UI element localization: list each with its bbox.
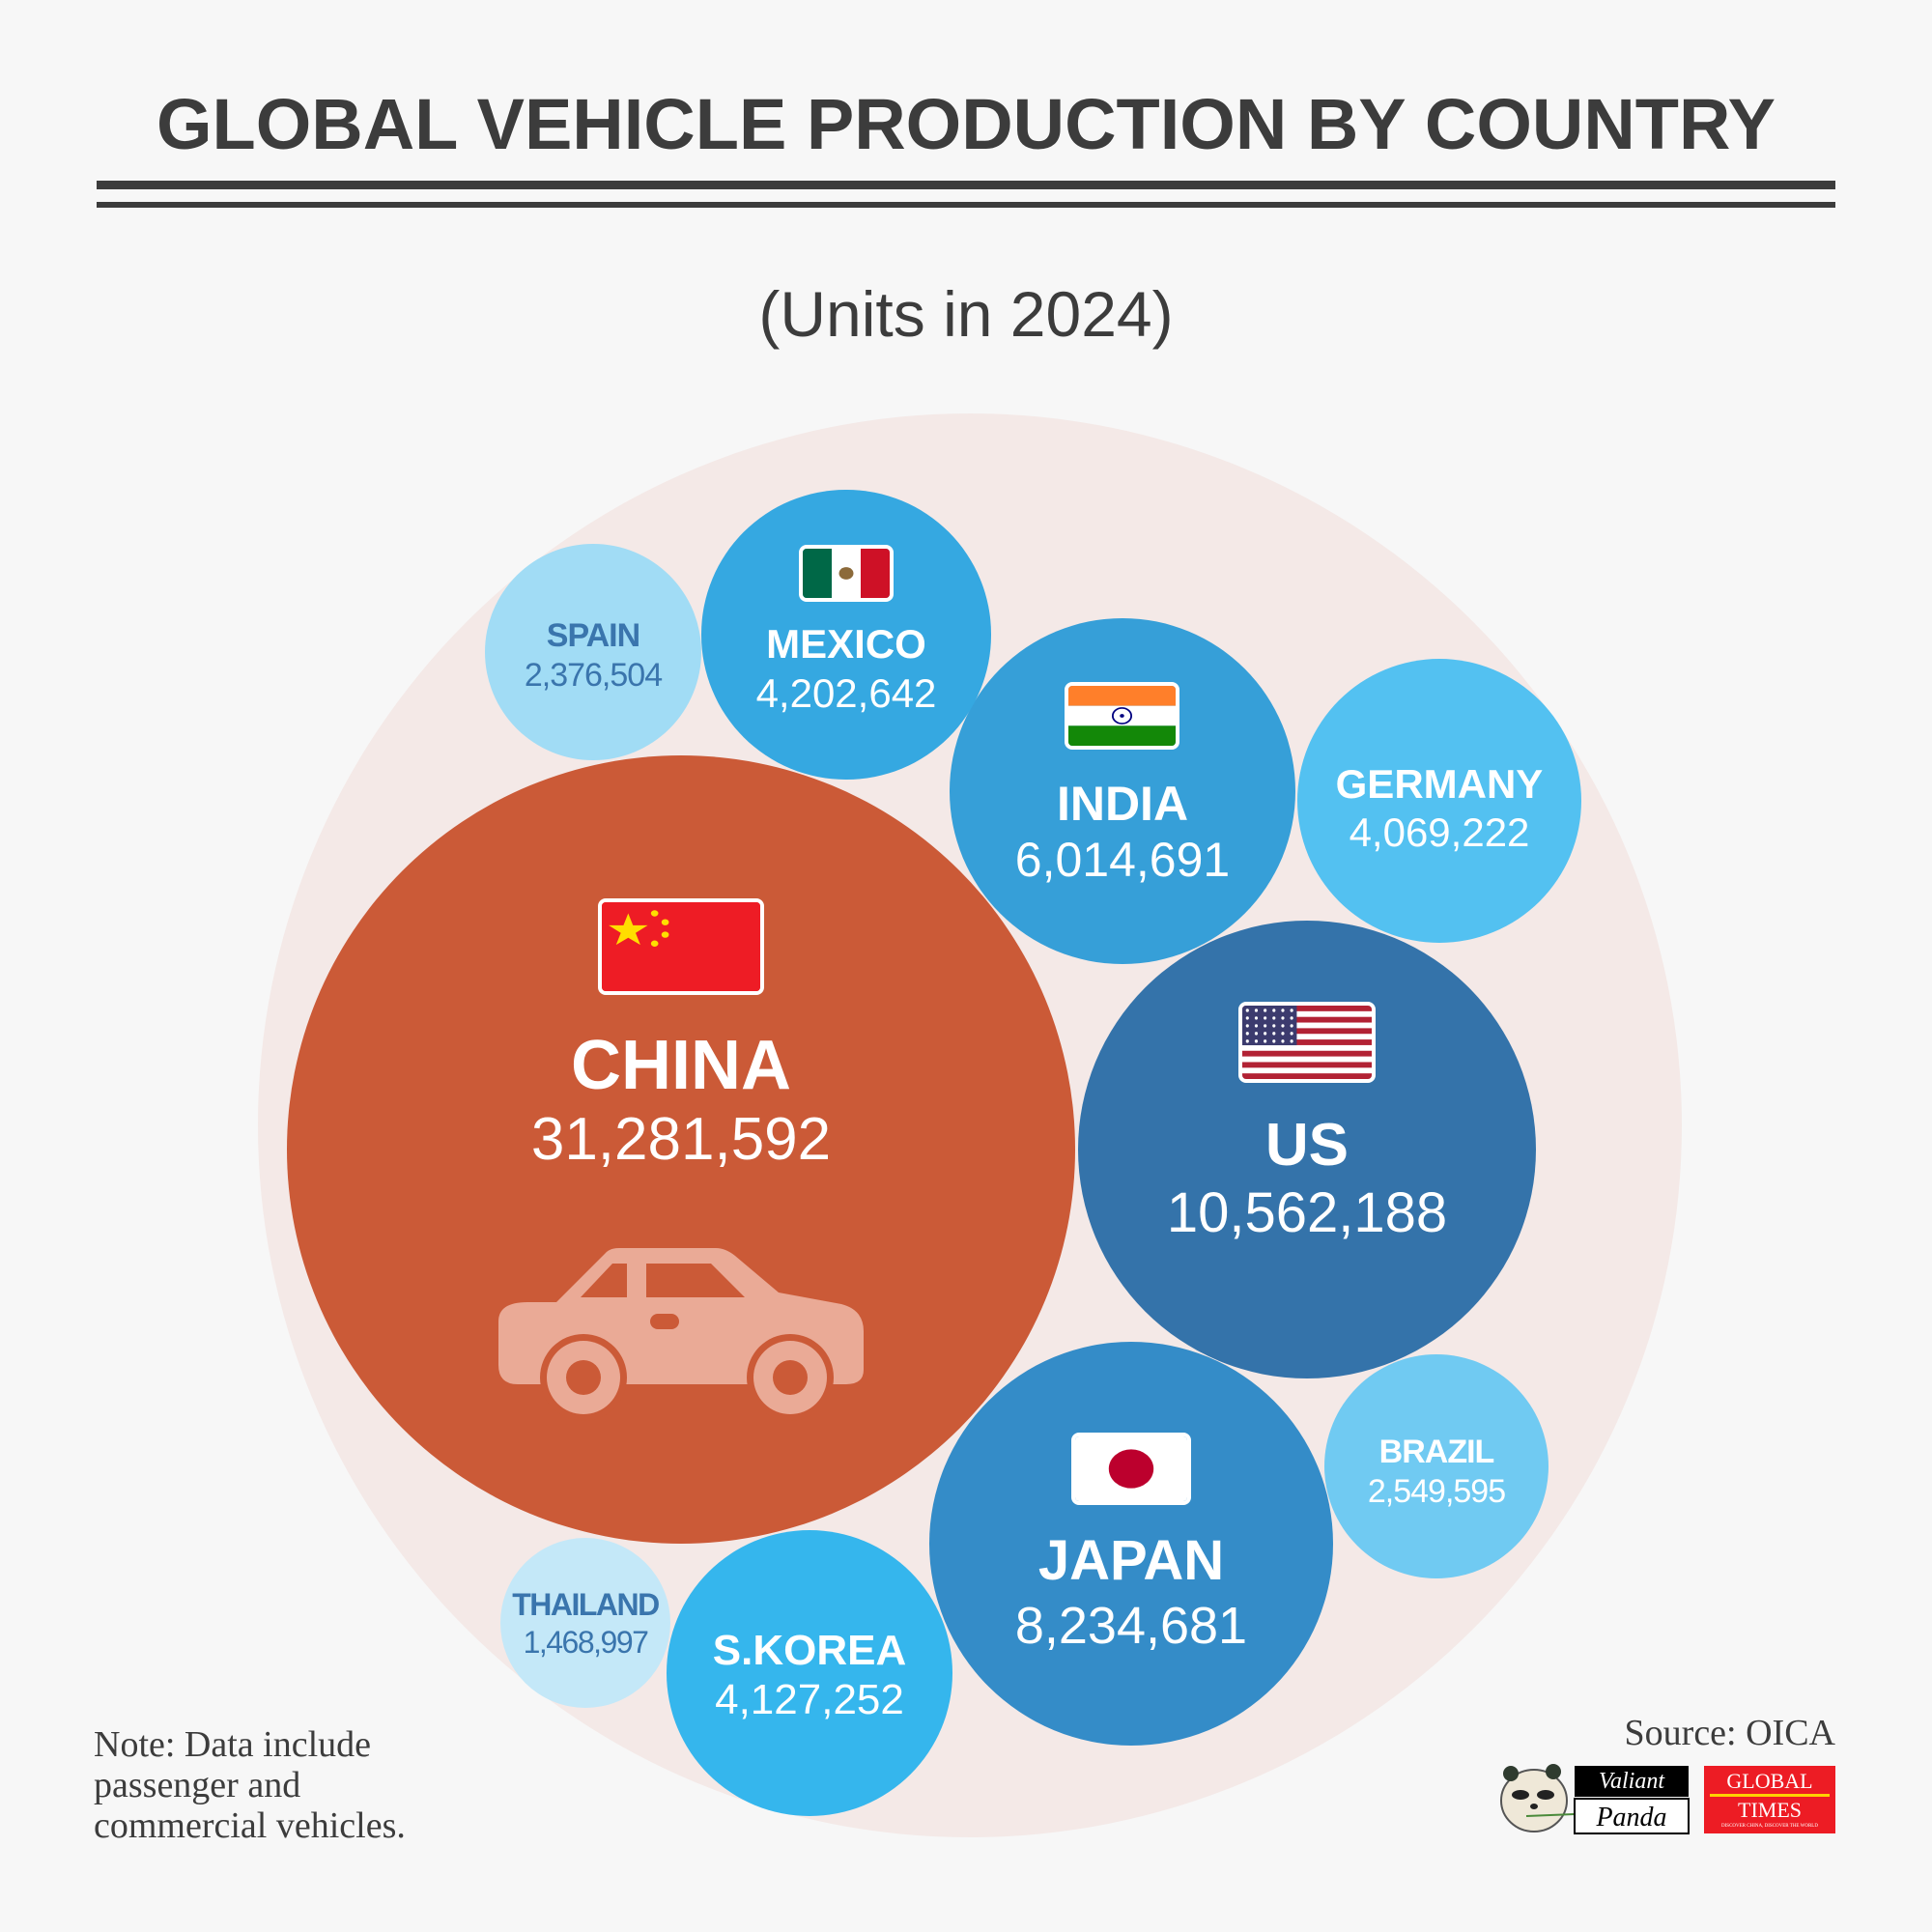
panda-icon: Valiant Panda — [1500, 1764, 1690, 1834]
mexico-flag-icon — [798, 545, 894, 603]
note-line: commercial vehicles. — [94, 1805, 406, 1846]
bubble-china: CHINA 31,281,592 — [287, 755, 1075, 1544]
page-title: GLOBAL VEHICLE PRODUCTION BY COUNTRY — [156, 84, 1776, 164]
country-label: S.KOREA — [712, 1626, 907, 1674]
value-label: 1,468,997 — [523, 1624, 649, 1660]
subtitle: (Units in 2024) — [758, 278, 1174, 350]
india-flag-icon — [1065, 681, 1180, 750]
country-label: CHINA — [571, 1027, 791, 1104]
svg-text:Panda: Panda — [1595, 1803, 1666, 1833]
country-label: MEXICO — [766, 620, 926, 667]
value-label: 2,549,595 — [1367, 1472, 1506, 1510]
bubble-germany: GERMANY 4,069,222 — [1296, 658, 1582, 944]
country-label: INDIA — [1056, 776, 1189, 831]
svg-text:Valiant: Valiant — [1599, 1769, 1665, 1794]
car-icon — [498, 1244, 864, 1422]
value-label: 31,281,592 — [530, 1106, 832, 1173]
country-label: GERMANY — [1335, 760, 1544, 807]
value-label: 4,202,642 — [755, 669, 937, 716]
bubble-india: INDIA 6,014,691 — [950, 618, 1295, 964]
value-label: 4,069,222 — [1349, 809, 1530, 855]
footnote: Note: Data include passenger and commerc… — [94, 1724, 406, 1846]
bubble-skorea: S.KOREA 4,127,252 — [666, 1529, 953, 1817]
bubble-mexico: MEXICO 4,202,642 — [701, 490, 991, 780]
bubble-japan: JAPAN 8,234,681 — [928, 1341, 1334, 1747]
valiant-panda-logo: Valiant Panda — [1497, 1760, 1690, 1835]
bubble-brazil: BRAZIL 2,549,595 — [1323, 1353, 1549, 1579]
bubble-us: US 10,562,188 — [1077, 920, 1537, 1379]
source-label: Source: OICA — [1624, 1713, 1835, 1753]
us-flag-icon — [1237, 1001, 1376, 1083]
japan-flag-icon — [1070, 1433, 1191, 1506]
country-label: US — [1264, 1111, 1350, 1179]
value-label: 4,127,252 — [715, 1675, 904, 1723]
note-line: Note: Data include — [94, 1724, 372, 1765]
value-label: 8,234,681 — [1014, 1596, 1248, 1655]
country-label: BRAZIL — [1378, 1433, 1495, 1470]
country-label: SPAIN — [546, 616, 640, 654]
note-line: passenger and — [94, 1765, 301, 1805]
global-times-logo: GLOBAL TIMES DISCOVER CHINA, DISCOVER TH… — [1704, 1766, 1835, 1833]
title-divider-thick — [97, 181, 1835, 189]
china-flag-icon — [598, 898, 764, 995]
country-label: THAILAND — [512, 1586, 660, 1622]
value-label: 2,376,504 — [524, 656, 663, 694]
title-divider-thin — [97, 202, 1835, 208]
country-label: JAPAN — [1037, 1528, 1225, 1592]
bubble-thailand: THAILAND 1,468,997 — [499, 1537, 671, 1709]
value-label: 6,014,691 — [1014, 832, 1231, 887]
bubble-spain: SPAIN 2,376,504 — [484, 543, 702, 761]
value-label: 10,562,188 — [1166, 1180, 1448, 1244]
